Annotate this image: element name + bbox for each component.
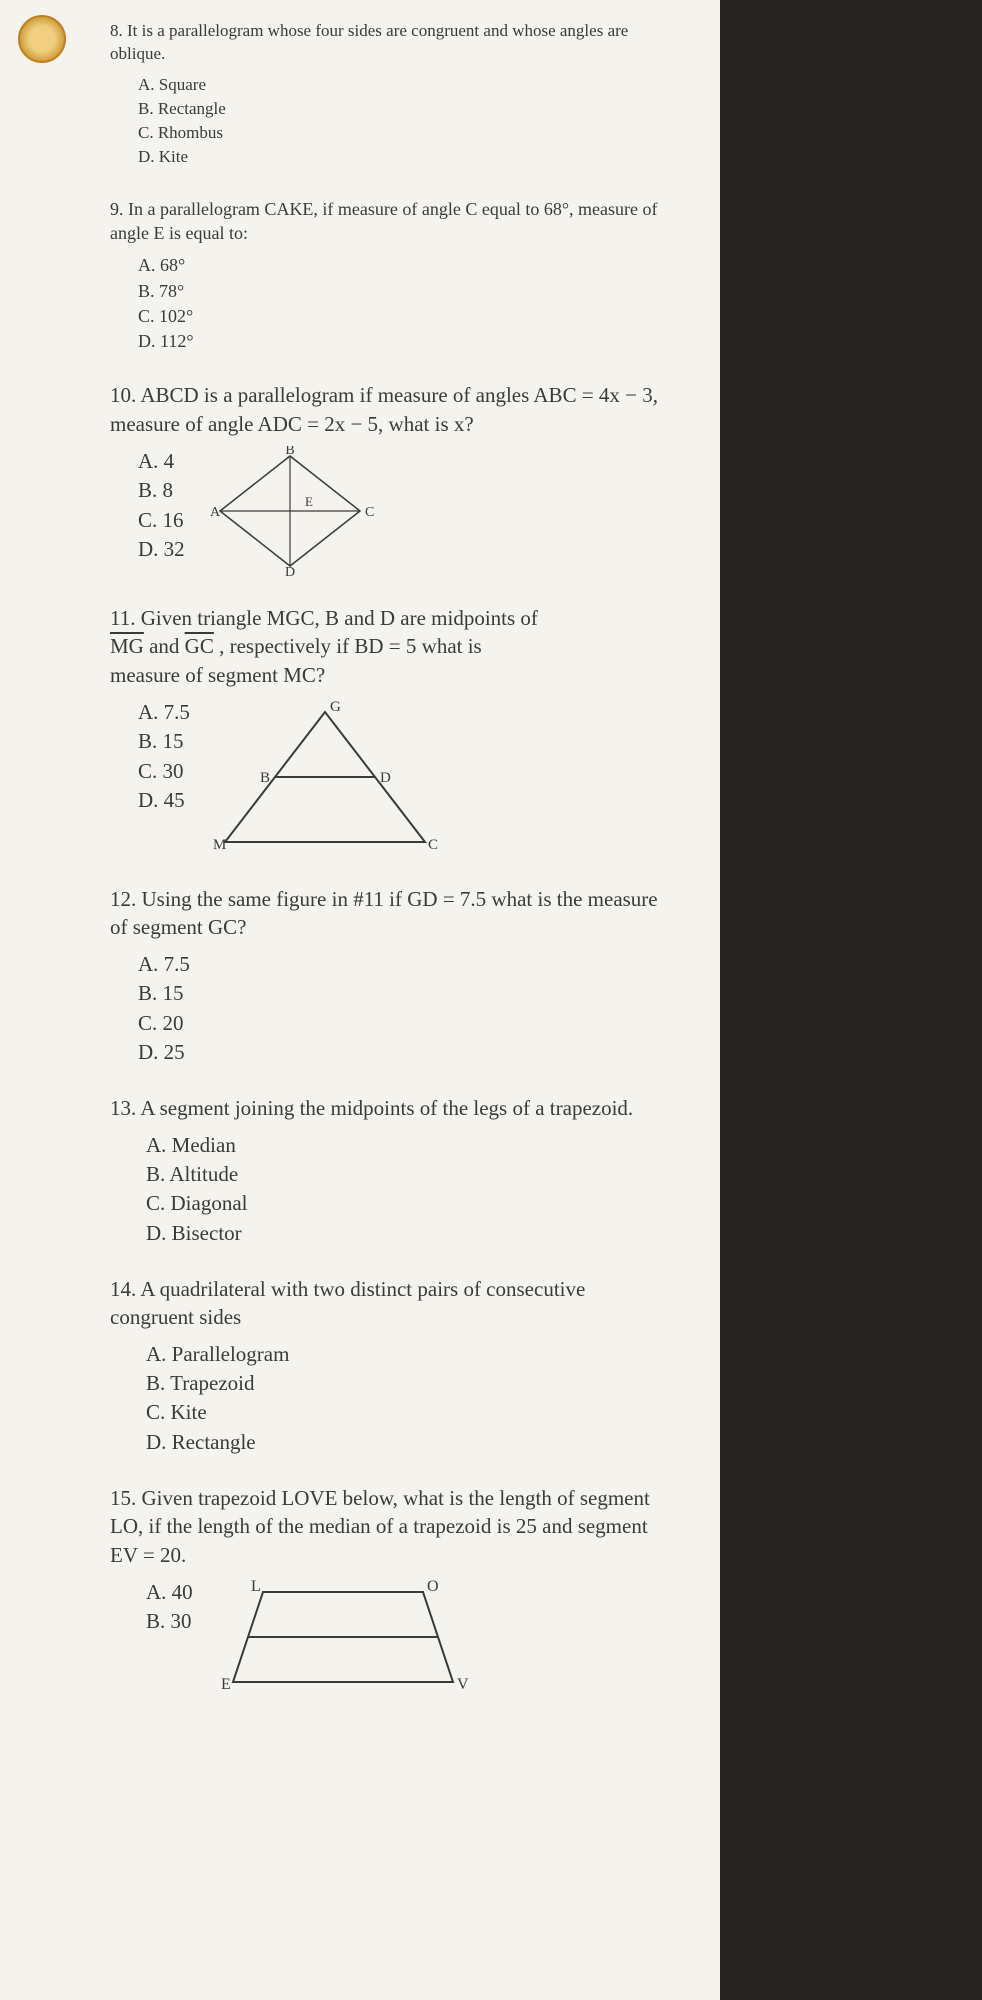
svg-text:B: B	[260, 770, 270, 786]
choice: A. 68°	[138, 253, 670, 277]
choice-list: A. 7.5 B. 15 C. 20 D. 25	[110, 950, 670, 1066]
choice: A. Median	[146, 1131, 670, 1159]
choice: D. Rectangle	[146, 1428, 670, 1456]
choice: A. Square	[138, 74, 670, 97]
svg-text:L: L	[251, 1578, 261, 1595]
choice-list: A. 4 B. 8 C. 16 D. 32	[110, 446, 185, 564]
choice: B. 8	[138, 476, 185, 504]
svg-text:V: V	[457, 1676, 469, 1693]
choice-list: A. 7.5 B. 15 C. 30 D. 45	[110, 697, 190, 815]
choice-list: A. Median B. Altitude C. Diagonal D. Bis…	[110, 1131, 670, 1247]
question-text: 11. Given triangle MGC, B and D are midp…	[110, 604, 670, 689]
question-text: 14. A quadrilateral with two distinct pa…	[110, 1275, 670, 1332]
choice-list: A. Square B. Rectangle C. Rhombus D. Kit…	[110, 74, 670, 169]
school-logo-icon	[18, 15, 66, 63]
choice: C. Rhombus	[138, 122, 670, 145]
svg-text:M: M	[213, 837, 226, 853]
triangle-figure-icon: G M C B D	[210, 697, 440, 857]
choice: C. 102°	[138, 304, 670, 328]
segment-mg: MG	[110, 634, 144, 658]
question-14: 14. A quadrilateral with two distinct pa…	[110, 1275, 670, 1456]
question-12: 12. Using the same figure in #11 if GD =…	[110, 885, 670, 1066]
choice: C. 16	[138, 506, 185, 534]
choice: A. 7.5	[138, 950, 670, 978]
segment-gc: GC	[185, 634, 214, 658]
question-13: 13. A segment joining the midpoints of t…	[110, 1094, 670, 1247]
choice: A. 7.5	[138, 698, 190, 726]
choice: D. 25	[138, 1038, 670, 1066]
choice: B. 15	[138, 727, 190, 755]
choice: B. 78°	[138, 279, 670, 303]
choice-list: A. Parallelogram B. Trapezoid C. Kite D.…	[110, 1340, 670, 1456]
line: measure of segment MC?	[110, 663, 325, 687]
question-8: 8. It is a parallelogram whose four side…	[110, 20, 670, 169]
choice: D. Kite	[138, 146, 670, 169]
choice: B. Rectangle	[138, 98, 670, 121]
question-text: 13. A segment joining the midpoints of t…	[110, 1094, 670, 1122]
question-text: 10. ABCD is a parallelogram if measure o…	[110, 381, 670, 438]
svg-text:A: A	[210, 505, 221, 520]
choice: A. 4	[138, 447, 185, 475]
worksheet-paper: 8. It is a parallelogram whose four side…	[0, 0, 720, 2000]
svg-text:E: E	[305, 494, 313, 509]
svg-text:C: C	[428, 837, 438, 853]
question-15: 15. Given trapezoid LOVE below, what is …	[110, 1484, 670, 1697]
choice-list: A. 68° B. 78° C. 102° D. 112°	[110, 253, 670, 353]
choice-list: A. 40 B. 30	[110, 1577, 193, 1637]
choice: C. Kite	[146, 1398, 670, 1426]
svg-text:E: E	[221, 1676, 231, 1693]
svg-text:B: B	[285, 446, 294, 458]
choice: B. Altitude	[146, 1160, 670, 1188]
question-10: 10. ABCD is a parallelogram if measure o…	[110, 381, 670, 576]
choice: D. Bisector	[146, 1219, 670, 1247]
line: and	[149, 634, 185, 658]
svg-text:G: G	[330, 699, 341, 715]
choice: B. Trapezoid	[146, 1369, 670, 1397]
choice: C. Diagonal	[146, 1189, 670, 1217]
choice: B. 15	[138, 979, 670, 1007]
choice: D. 112°	[138, 329, 670, 353]
choice: D. 45	[138, 786, 190, 814]
line: , respectively if BD = 5 what is	[219, 634, 482, 658]
svg-text:D: D	[285, 565, 295, 576]
choice: D. 32	[138, 535, 185, 563]
question-text: 15. Given trapezoid LOVE below, what is …	[110, 1484, 670, 1569]
svg-text:O: O	[427, 1578, 439, 1595]
question-9: 9. In a parallelogram CAKE, if measure o…	[110, 197, 670, 354]
question-text: 9. In a parallelogram CAKE, if measure o…	[110, 197, 670, 246]
question-11: 11. Given triangle MGC, B and D are midp…	[110, 604, 670, 857]
choice: B. 30	[146, 1607, 193, 1635]
choice: A. 40	[146, 1578, 193, 1606]
trapezoid-figure-icon: L O E V	[213, 1577, 473, 1697]
question-text: 8. It is a parallelogram whose four side…	[110, 20, 670, 66]
line: 11. Given triangle MGC, B and D are midp…	[110, 606, 538, 630]
svg-text:C: C	[365, 505, 374, 520]
choice: C. 30	[138, 757, 190, 785]
choice: C. 20	[138, 1009, 670, 1037]
choice: A. Parallelogram	[146, 1340, 670, 1368]
svg-text:D: D	[380, 770, 391, 786]
question-text: 12. Using the same figure in #11 if GD =…	[110, 885, 670, 942]
rhombus-figure-icon: B C D A E	[205, 446, 375, 576]
